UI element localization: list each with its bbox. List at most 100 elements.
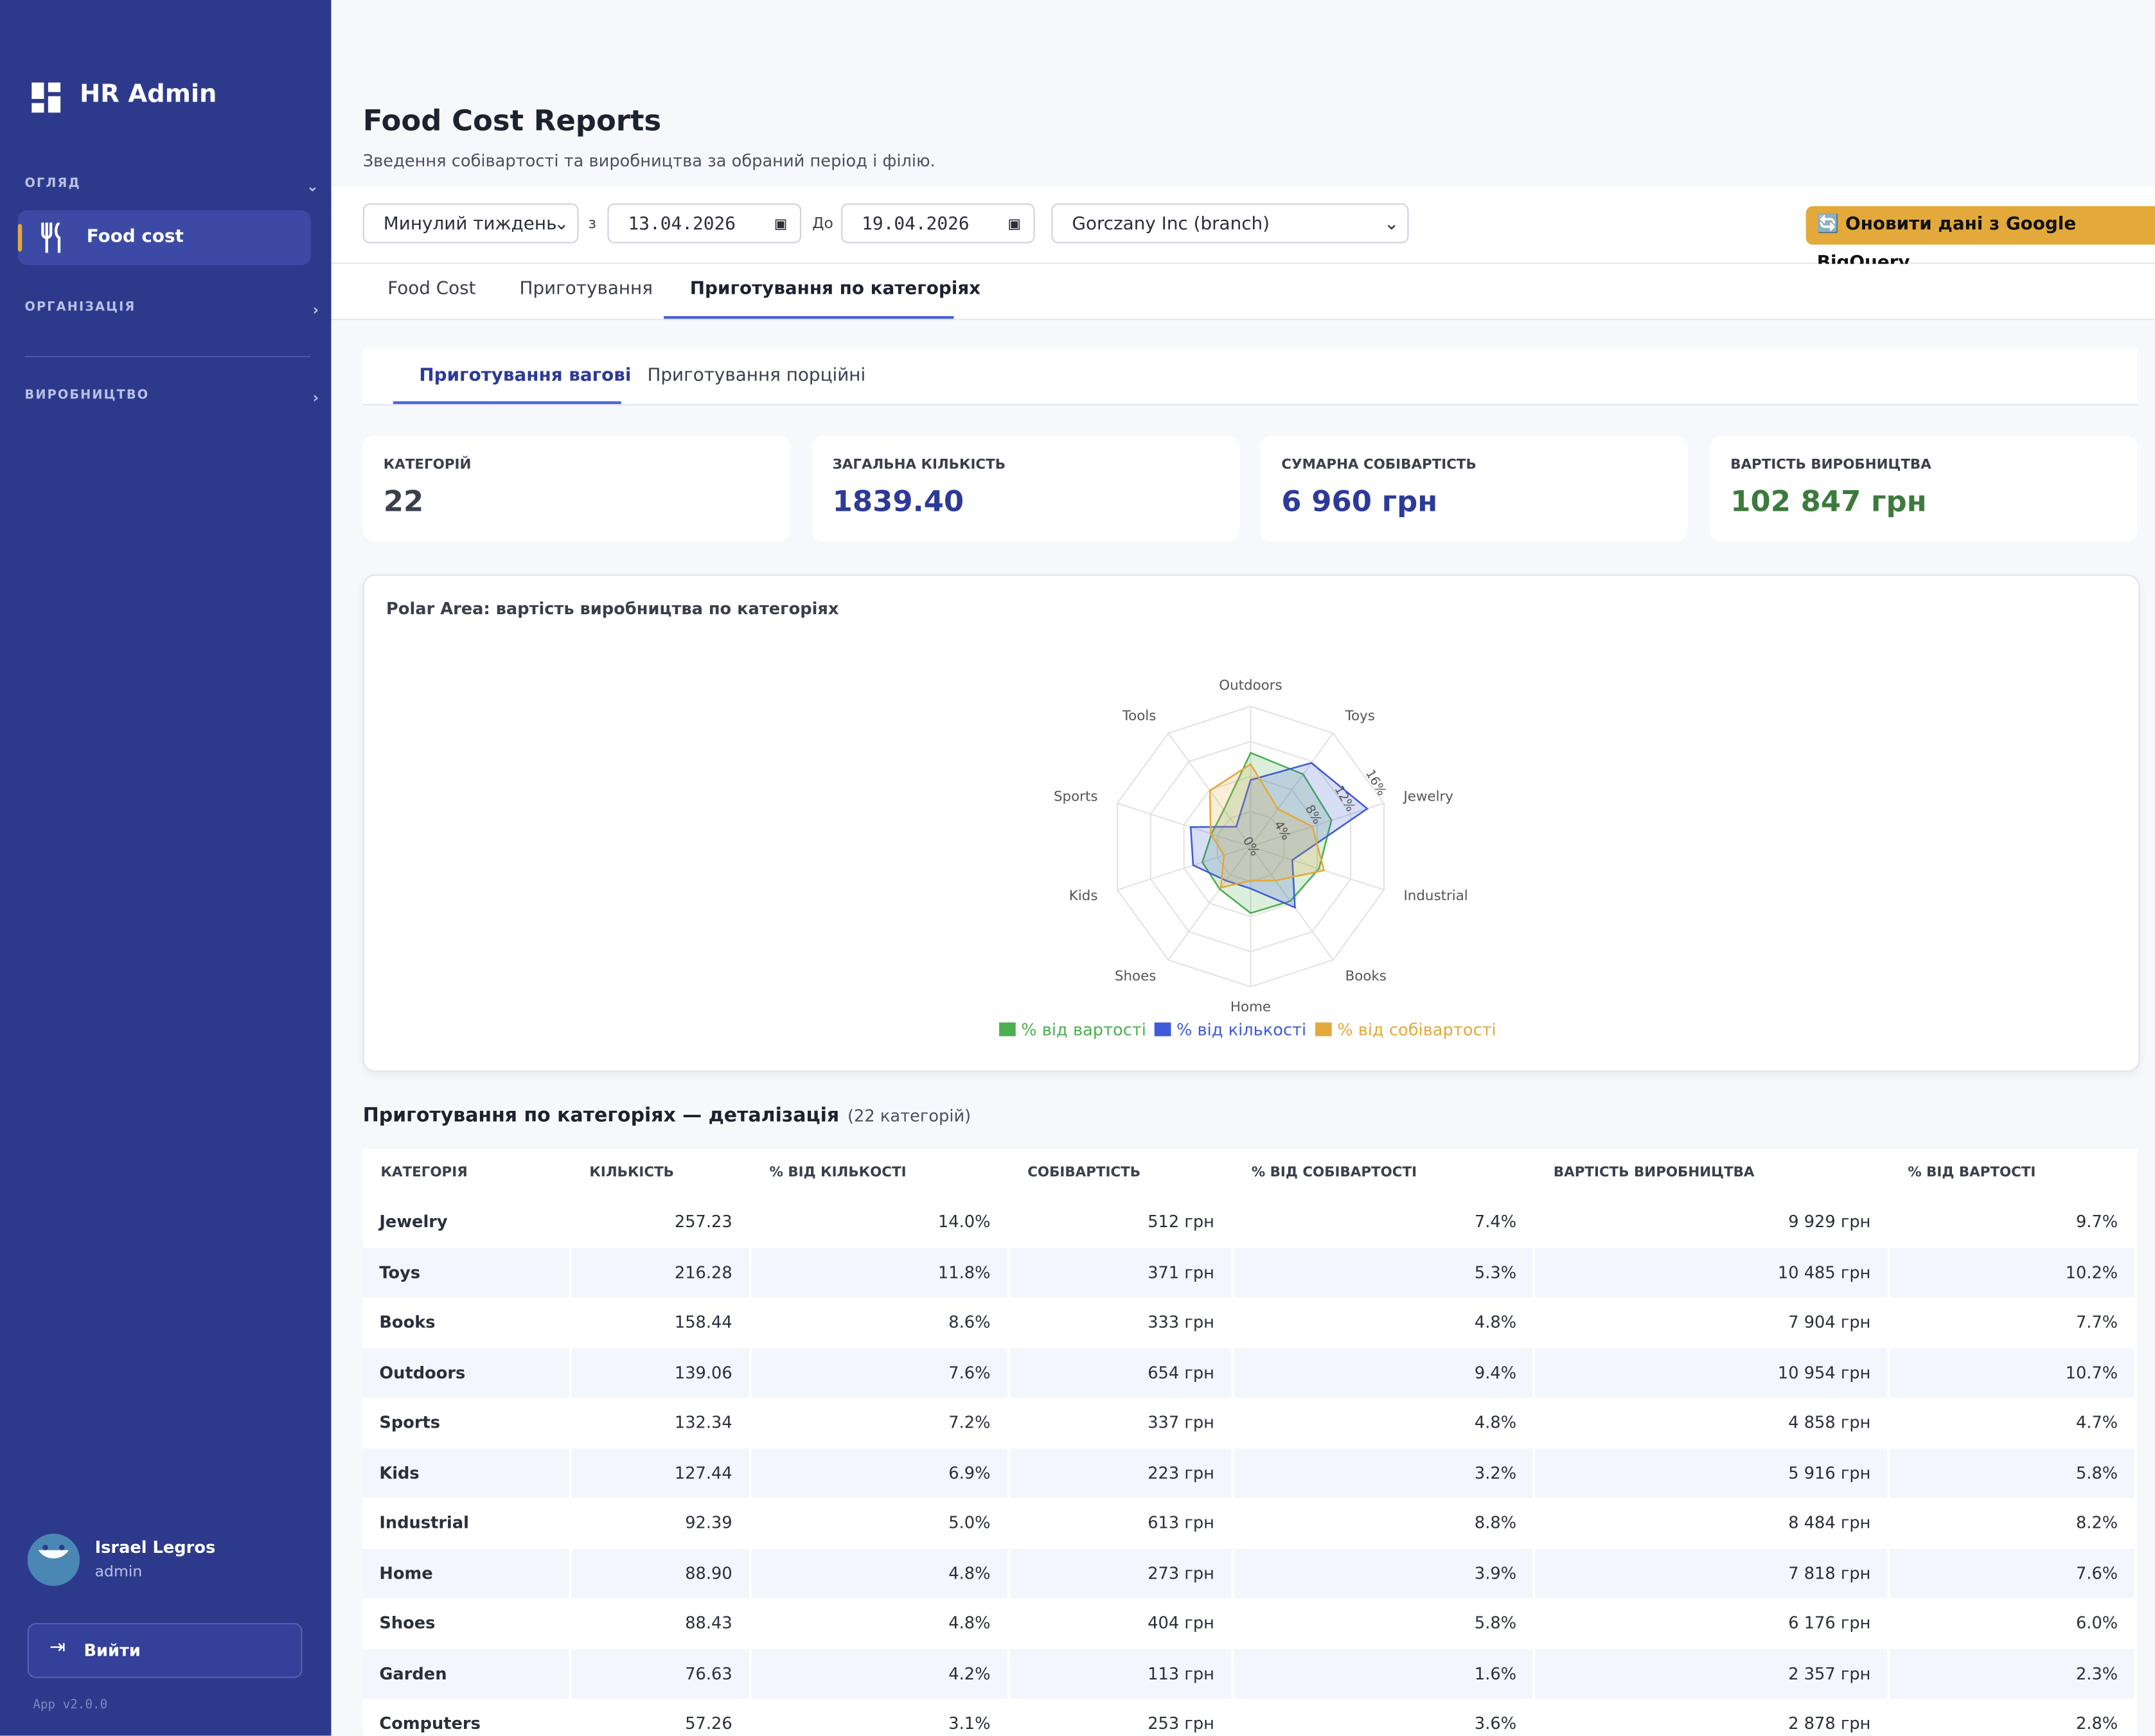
cell: 113 грн <box>1008 1648 1234 1699</box>
column-header: КІЛЬКІСТЬ <box>570 1149 752 1198</box>
page-title: Food Cost Reports <box>362 104 662 137</box>
to-label: До <box>812 214 833 233</box>
cell: 9.7% <box>1888 1197 2138 1248</box>
stat-label: СУМАРНА СОБІВАРТІСТЬ <box>1281 457 1477 473</box>
series-area <box>1201 752 1333 914</box>
cell: 158.44 <box>570 1297 752 1348</box>
cell: 88.43 <box>570 1598 752 1649</box>
tab[interactable]: Приготування по категоріях <box>689 279 981 300</box>
subtab[interactable]: Приготування порційні <box>647 365 866 387</box>
table-row: Toys 216.28 11.8% 371 грн 5.3% 10 485 грн 10.2… <box>362 1247 2138 1298</box>
table: КАТЕГОРІЯ КІЛЬКІСТЬ% ВІД КІЛЬКОСТІ СОБІВАР… <box>362 1149 2138 1736</box>
stat-label: ЗАГАЛЬНА КІЛЬКІСТЬ <box>832 457 1006 473</box>
subtitle: Зведення собівартості та виробництва за … <box>362 151 936 171</box>
cell: Kids <box>362 1448 572 1498</box>
spoke <box>1250 846 1385 891</box>
cell: Sports <box>362 1397 572 1448</box>
filter-bar: Минулий тиждень ⌄ з 13.04.2026 ▣ До 19.04.… <box>331 186 2155 274</box>
cell: Computers <box>362 1698 572 1736</box>
cell: 4.8% <box>1232 1397 1536 1448</box>
cell: 6 176 грн <box>1534 1598 1890 1649</box>
subtabs: Приготування вагові Приготування порційні <box>362 349 2138 406</box>
cell: 223 грн <box>1008 1448 1234 1498</box>
category-label: Jewelry <box>1403 788 1454 804</box>
from-date[interactable]: 13.04.2026 ▣ <box>607 203 802 244</box>
spoke <box>1250 846 1334 961</box>
branch-value: Gorczany Inc (branch) <box>1072 214 1270 235</box>
legend-label: % від вартості <box>1021 1021 1146 1040</box>
brand-icon <box>31 82 61 113</box>
legend-swatch <box>1154 1022 1171 1036</box>
section-label: ОГЛЯД <box>24 177 81 191</box>
tab[interactable]: Food Cost <box>387 279 476 300</box>
cell: 3.2% <box>1232 1448 1536 1498</box>
column-header: СОБІВАРТІСТЬ <box>1008 1149 1234 1198</box>
subtab[interactable]: Приготування вагові <box>419 365 632 387</box>
cell: 4.8% <box>750 1598 1010 1649</box>
stat-value: 102 847 грн <box>1730 485 1927 518</box>
cell: Books <box>362 1297 572 1348</box>
cell: 3.1% <box>750 1698 1010 1736</box>
legend-label: % від собівартості <box>1337 1021 1496 1040</box>
nav-section[interactable]: ОГЛЯД ⌄ <box>24 177 321 195</box>
table-row: Kids 127.44 6.9% 223 грн 3.2% 5 916 грн 5.8% <box>362 1448 2138 1498</box>
spoke <box>1167 732 1252 847</box>
cell: 8 484 грн <box>1534 1498 1890 1548</box>
user-role: admin <box>94 1563 143 1581</box>
cell: 7.7% <box>1888 1297 2138 1348</box>
cell: 7 904 грн <box>1534 1297 1890 1348</box>
table-row: Outdoors 139.06 7.6% 654 грн 9.4% 10 954 грн 1… <box>362 1347 2138 1398</box>
table-title: Приготування по категоріях — деталізація… <box>363 1105 971 1127</box>
to-date[interactable]: 19.04.2026 ▣ <box>841 203 1035 244</box>
version: App v2.0.0 <box>33 1698 108 1713</box>
table-count: (22 категорій) <box>847 1106 971 1126</box>
cell: 88.90 <box>570 1548 752 1599</box>
cell: 7 818 грн <box>1534 1548 1890 1599</box>
legend-swatch <box>1315 1022 1332 1036</box>
cell: 139.06 <box>570 1347 752 1398</box>
nav-section[interactable]: ОРГАНІЗАЦІЯ › <box>24 301 321 319</box>
logout-button[interactable]: ⇥ Вийти <box>27 1623 303 1678</box>
column-header: % ВІД СОБІВАРТОСТІ <box>1232 1149 1536 1198</box>
nav-section[interactable]: ВИРОБНИЦТВО › <box>24 389 321 407</box>
cell: 6.0% <box>1888 1598 2138 1649</box>
nav-item[interactable]: Food cost <box>17 210 311 265</box>
table-row: Sports 132.34 7.2% 337 грн 4.8% 4 858 грн 4.7% <box>362 1397 2138 1448</box>
cell: 5 916 грн <box>1534 1448 1890 1498</box>
spoke <box>1250 732 1334 847</box>
nav-label: Food cost <box>86 226 184 248</box>
cell: 216.28 <box>570 1247 752 1298</box>
cell: Outdoors <box>362 1347 572 1398</box>
stat-card: ЗАГАЛЬНА КІЛЬКІСТЬ 1839.40 <box>811 436 1239 542</box>
to-value: 19.04.2026 <box>862 214 970 235</box>
period-select[interactable]: Минулий тиждень ⌄ <box>362 203 579 244</box>
cell: 10.2% <box>1888 1247 2138 1298</box>
cell: 613 грн <box>1008 1498 1234 1548</box>
refresh-button[interactable]: 🔄 Оновити дані з Google BigQuery <box>1805 206 2155 274</box>
cell: 7.6% <box>1888 1548 2138 1599</box>
subtab-underline <box>393 401 621 404</box>
category-label: Outdoors <box>1219 677 1282 693</box>
cell: 8.8% <box>1232 1498 1536 1548</box>
cell: 5.8% <box>1888 1448 2138 1498</box>
cell: 57.26 <box>570 1698 752 1736</box>
column-header: КАТЕГОРІЯ <box>362 1149 572 1198</box>
tabs: Food Cost Приготування Приготування по кат… <box>331 263 2155 321</box>
cell: Garden <box>362 1648 572 1699</box>
cell: 3.9% <box>1232 1548 1536 1599</box>
cell: 371 грн <box>1008 1247 1234 1298</box>
cell: 8.2% <box>1888 1498 2138 1548</box>
cell: 10 954 грн <box>1534 1347 1890 1398</box>
tab[interactable]: Приготування <box>519 279 653 300</box>
table-row: Home 88.90 4.8% 273 грн 3.9% 7 818 грн 7.6% <box>362 1548 2138 1599</box>
branch-select[interactable]: Gorczany Inc (branch) ⌄ <box>1051 203 1409 244</box>
stat-label: ВАРТІСТЬ ВИРОБНИЦТВА <box>1730 457 1931 473</box>
spoke <box>1167 846 1252 961</box>
stat-value: 1839.40 <box>832 485 964 518</box>
category-label: Tools <box>1122 708 1157 724</box>
cell: 2 357 грн <box>1534 1648 1890 1699</box>
cell: 9 929 грн <box>1534 1197 1890 1248</box>
cell: Industrial <box>362 1498 572 1548</box>
cell: 92.39 <box>570 1498 752 1548</box>
